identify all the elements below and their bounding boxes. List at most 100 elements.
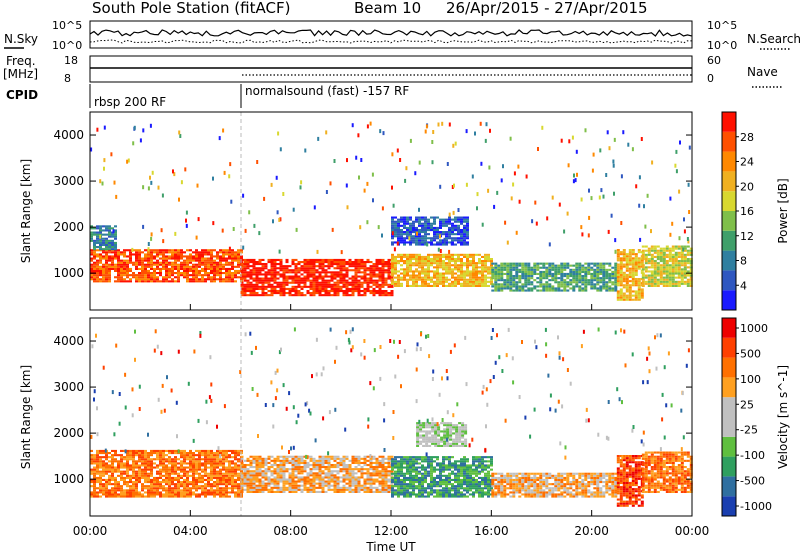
heatmap-cell	[285, 269, 289, 272]
heatmap-cell	[96, 478, 99, 481]
heatmap-cell	[500, 268, 504, 271]
heatmap-cell	[619, 284, 623, 287]
scatter-cell	[476, 206, 478, 211]
heatmap-cell	[99, 487, 102, 490]
heatmap-cell	[521, 287, 525, 290]
nave-label: Nave	[747, 65, 778, 79]
heatmap-cell	[394, 235, 397, 238]
heatmap-cell	[427, 218, 430, 221]
heatmap-cell	[415, 218, 418, 221]
heatmap-cell	[198, 487, 201, 490]
heatmap-cell	[397, 224, 400, 227]
heatmap-cell	[318, 461, 322, 464]
heatmap-cell	[427, 272, 430, 275]
heatmap-cell	[412, 224, 415, 227]
heatmap-cell	[231, 478, 234, 481]
heatmap-cell	[680, 282, 684, 285]
heatmap-cell	[683, 276, 687, 279]
heatmap-cell	[135, 274, 138, 277]
heatmap-cell	[339, 488, 343, 491]
heatmap-cell	[448, 282, 451, 285]
heatmap-cell	[512, 289, 516, 292]
heatmap-cell	[207, 489, 210, 492]
heatmap-cell	[460, 272, 463, 275]
heatmap-cell	[90, 235, 93, 238]
heatmap-cell	[153, 478, 156, 481]
colorbar-tick-label: 28	[740, 131, 754, 144]
heatmap-cell	[622, 273, 626, 276]
heatmap-cell	[174, 464, 177, 467]
heatmap-cell	[150, 460, 153, 463]
heatmap-cell	[321, 478, 325, 481]
heatmap-cell	[619, 259, 623, 262]
heatmap-cell	[689, 284, 693, 287]
heatmap-cell	[312, 261, 316, 264]
heatmap-cell	[297, 480, 301, 483]
heatmap-cell	[622, 284, 626, 287]
heatmap-cell	[330, 478, 334, 481]
heatmap-cell	[611, 281, 615, 284]
heatmap-cell	[466, 233, 469, 236]
heatmap-cell	[518, 264, 522, 267]
heatmap-cell	[330, 476, 334, 479]
heatmap-cell	[264, 457, 268, 460]
heatmap-cell	[457, 270, 460, 273]
heatmap-cell	[318, 457, 322, 460]
heatmap-cell	[141, 454, 144, 457]
heatmap-cell	[282, 488, 286, 491]
heatmap-cell	[354, 265, 358, 268]
heatmap-cell	[415, 280, 418, 283]
heatmap-cell	[99, 265, 102, 268]
heatmap-cell	[198, 458, 201, 461]
heatmap-cell	[216, 481, 219, 484]
heatmap-cell	[114, 246, 117, 249]
heatmap-cell	[216, 274, 219, 277]
heatmap-cell	[309, 292, 313, 295]
heatmap-cell	[336, 285, 340, 288]
heatmap-cell	[321, 482, 325, 485]
heatmap-cell	[219, 464, 222, 467]
heatmap-cell	[521, 283, 525, 286]
heatmap-cell	[530, 289, 534, 292]
heatmap-cell	[183, 470, 186, 473]
heatmap-cell	[255, 476, 259, 479]
heatmap-cell	[171, 481, 174, 484]
heatmap-cell	[668, 270, 672, 273]
heatmap-cell	[102, 249, 105, 252]
heatmap-cell	[219, 495, 222, 498]
heatmap-cell	[622, 280, 626, 283]
heatmap-cell	[231, 456, 234, 459]
heatmap-cell	[628, 255, 632, 258]
heatmap-cell	[261, 464, 265, 467]
heatmap-cell	[596, 262, 600, 265]
heatmap-cell	[252, 482, 256, 485]
scatter-cell	[101, 181, 104, 186]
heatmap-cell	[460, 266, 463, 269]
heatmap-cell	[141, 460, 144, 463]
heatmap-cell	[162, 253, 165, 256]
heatmap-cell	[662, 255, 666, 258]
heatmap-cell	[463, 284, 466, 287]
heatmap-cell	[575, 279, 579, 282]
heatmap-cell	[665, 247, 669, 250]
scatter-cell	[439, 234, 441, 239]
heatmap-cell	[524, 281, 528, 284]
heatmap-cell	[210, 249, 213, 252]
heatmap-cell	[111, 449, 114, 452]
heatmap-cell	[622, 253, 626, 256]
heatmap-cell	[99, 229, 102, 232]
heatmap-cell	[674, 268, 678, 271]
heatmap-cell	[436, 231, 439, 234]
heatmap-cell	[96, 235, 99, 238]
heatmap-cell	[616, 267, 620, 270]
heatmap-cell	[195, 462, 198, 465]
heatmap-cell	[114, 487, 117, 490]
heatmap-cell	[602, 283, 606, 286]
heatmap-cell	[330, 283, 334, 286]
heatmap-cell	[333, 263, 337, 266]
heatmap-cell	[99, 466, 102, 469]
heatmap-cell	[536, 289, 540, 292]
heatmap-cell	[141, 257, 144, 260]
heatmap-cell	[258, 468, 262, 471]
heatmap-cell	[258, 478, 262, 481]
